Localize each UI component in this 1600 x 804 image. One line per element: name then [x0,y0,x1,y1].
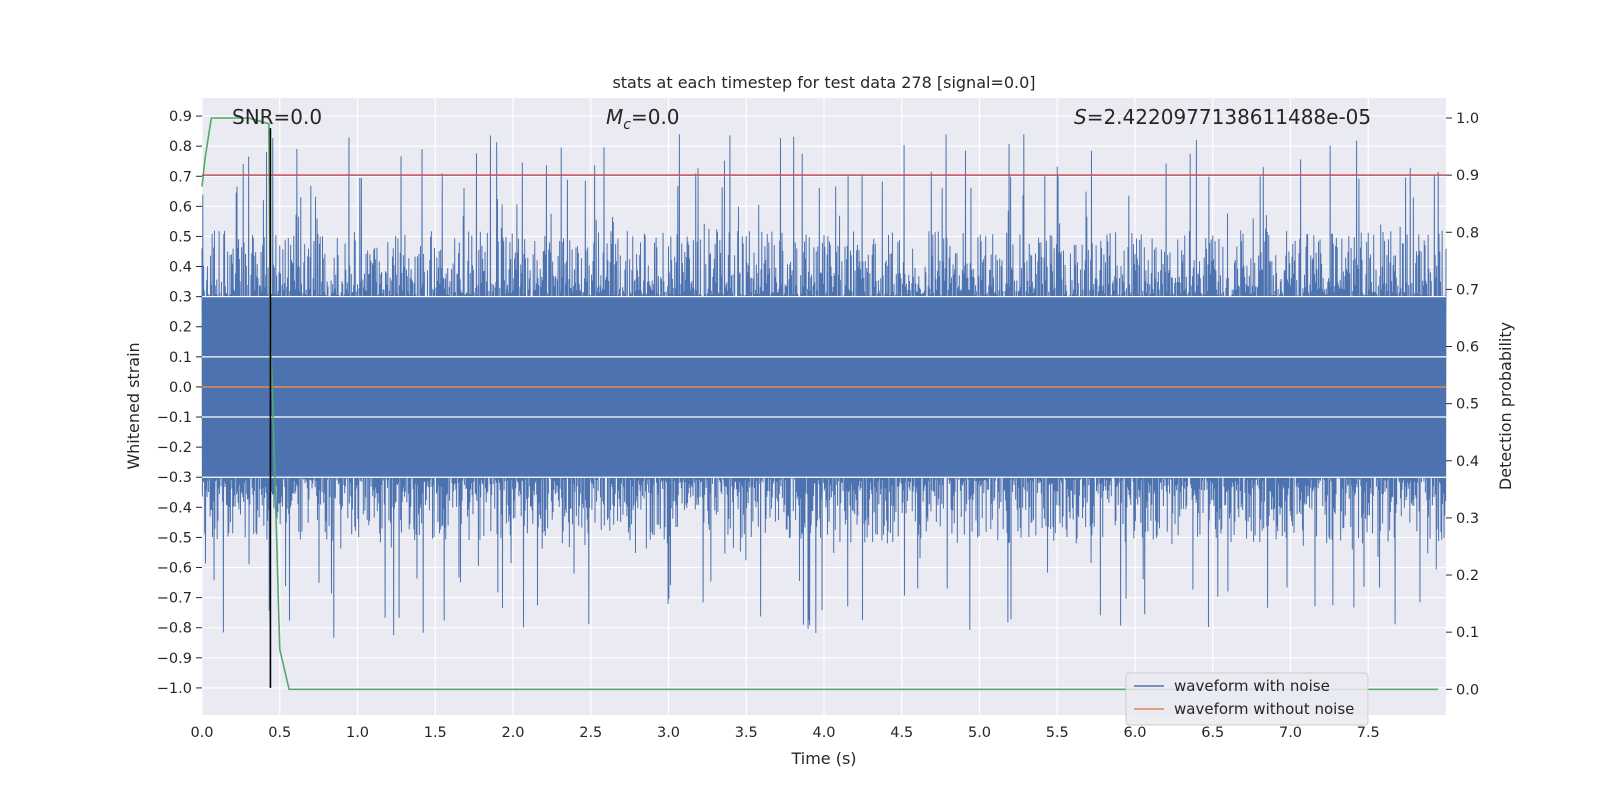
x-tick-label-10: 5.0 [968,725,991,741]
x-tick-label-15: 7.5 [1357,725,1380,741]
y-right-tick-label-1: 0.1 [1456,625,1479,641]
chirp-mass-symbol: M [606,105,623,129]
y-left-tick-label-14: 0.4 [169,260,192,276]
y-left-tick-label-11: 0.1 [169,350,192,366]
x-tick-label-8: 4.0 [812,725,835,741]
x-tick-label-12: 6.0 [1123,725,1146,741]
y-left-tick-label-13: 0.3 [169,290,192,306]
s-annotation: S=2.4220977138611488e-05 [1074,105,1371,129]
y-left-tick-label-0: −1.0 [157,681,192,697]
y-right-tick-label-6: 0.6 [1456,340,1479,356]
y-left-tick-label-8: −0.2 [157,440,192,456]
y-left-tick-label-4: −0.6 [157,561,192,577]
snr-annotation: SNR=0.0 [232,105,322,129]
x-tick-label-13: 6.5 [1201,725,1224,741]
chirp-mass-subscript: c [623,117,631,133]
y-right-tick-label-9: 0.9 [1456,168,1479,184]
x-axis-label: Time (s) [790,749,856,768]
y-left-tick-label-15: 0.5 [169,229,192,245]
x-tick-label-2: 1.0 [346,725,369,741]
x-tick-label-11: 5.5 [1046,725,1069,741]
legend-label-noise: waveform with noise [1174,677,1330,695]
s-value: =2.4220977138611488e-05 [1087,105,1371,129]
series-waveform-with-noise [201,134,1447,638]
y-right-tick-label-3: 0.3 [1456,511,1479,527]
y-right-tick-label-7: 0.7 [1456,282,1479,298]
legend-box [1125,672,1369,726]
series-detection-probability [201,117,1439,691]
y-left-tick-label-19: 0.9 [169,109,192,125]
y-right-tick-label-0: 0.0 [1456,682,1479,698]
chirp-mass-value: =0.0 [631,105,680,129]
legend: waveform with noise waveform without noi… [1125,672,1369,726]
data-layer [201,117,1447,691]
y-left-tick-label-9: −0.1 [157,410,192,426]
s-symbol: S [1074,105,1087,129]
ticks: 0.0 0.5 1.0 1.5 2.0 2.5 3.0 3.5 4.0 4.5 5.0 5.5 6.0 6… [157,109,1479,741]
chart-title: stats at each timestep for test data 278… [612,73,1035,92]
y-left-tick-label-7: −0.3 [157,470,192,486]
y-left-tick-label-17: 0.7 [169,169,192,185]
y-left-tick-label-6: −0.4 [157,500,192,516]
y-right-tick-label-5: 0.5 [1456,397,1479,413]
x-tick-label-6: 3.0 [657,725,680,741]
y-right-tick-label-8: 0.8 [1456,225,1479,241]
x-tick-label-9: 4.5 [890,725,913,741]
chirp-mass-annotation: Mc=0.0 [606,105,680,133]
y-axis-label-left: Whitened strain [124,342,143,469]
x-tick-label-7: 3.5 [735,725,758,741]
x-tick-label-0: 0.0 [190,725,213,741]
x-tick-label-1: 0.5 [268,725,291,741]
y-left-tick-label-10: 0.0 [169,380,192,396]
y-left-tick-label-12: 0.2 [169,320,192,336]
y-right-tick-label-2: 0.2 [1456,568,1479,584]
x-tick-label-14: 7.0 [1279,725,1302,741]
x-tick-label-5: 2.5 [579,725,602,741]
y-right-tick-label-10: 1.0 [1456,111,1479,127]
legend-label-clean: waveform without noise [1174,700,1354,718]
y-right-tick-label-4: 0.4 [1456,454,1479,470]
y-left-tick-label-1: −0.9 [157,651,192,667]
y-left-tick-label-3: −0.7 [157,591,192,607]
x-tick-label-3: 1.5 [424,725,447,741]
x-tick-label-4: 2.0 [501,725,524,741]
y-axis-label-right: Detection probability [1496,322,1515,490]
y-left-tick-label-2: −0.8 [157,621,192,637]
y-left-tick-label-5: −0.5 [157,530,192,546]
y-left-tick-label-18: 0.8 [169,139,192,155]
y-left-tick-label-16: 0.6 [169,199,192,215]
